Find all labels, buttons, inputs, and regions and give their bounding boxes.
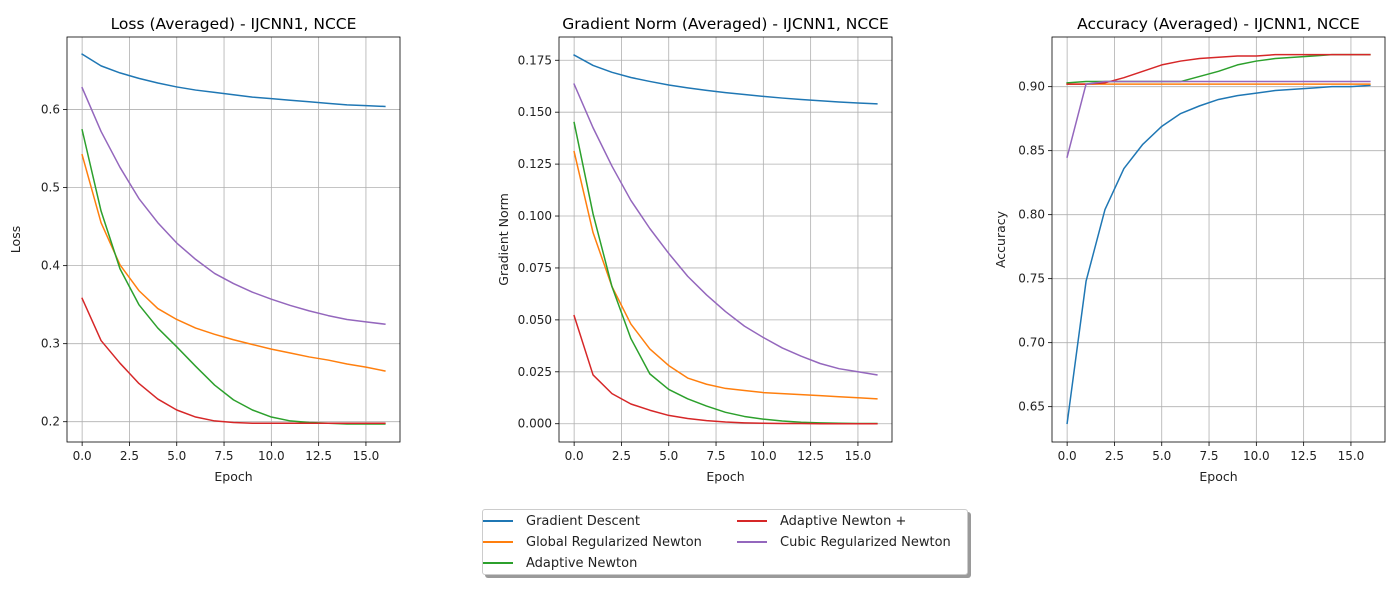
series-line-adaptive-newton: [1066, 53, 1371, 84]
x-tick-label: 2.5: [120, 449, 139, 463]
series-line-cubic-regularized-newton: [573, 83, 878, 376]
y-tick-label: 0.025: [518, 365, 552, 379]
series-line-cubic-regularized-newton: [81, 86, 386, 326]
y-tick-label: 0.80: [1018, 208, 1045, 222]
x-tick-label: 10.0: [258, 449, 285, 463]
y-tick-label: 0.75: [1018, 272, 1045, 286]
series-group: [573, 54, 878, 425]
series-line-adaptive-newton-plus: [81, 297, 386, 425]
x-axis-label: Epoch: [706, 469, 744, 484]
legend-label: Adaptive Newton +: [780, 513, 907, 529]
axes-frame: [558, 36, 893, 443]
x-tick-label: 10.0: [1243, 449, 1270, 463]
y-tick-label: 0.125: [518, 157, 552, 171]
x-tick-label: 0.0: [565, 449, 584, 463]
legend-label: Cubic Regularized Newton: [780, 534, 951, 550]
x-axis-label: Epoch: [1199, 469, 1237, 484]
series-group: [81, 53, 386, 425]
y-axis-label: Gradient Norm: [496, 193, 511, 285]
legend: Gradient Descent Global Regularized Newt…: [482, 509, 968, 575]
axes-frame: [1051, 36, 1386, 443]
legend-item-adaptive-newton: Adaptive Newton: [483, 553, 637, 573]
y-tick-label: 0.85: [1018, 144, 1045, 158]
legend-label: Gradient Descent: [526, 513, 640, 529]
series-line-adaptive-newton-plus: [573, 314, 878, 425]
series-line-cubic-regularized-newton: [1066, 80, 1371, 158]
x-tick-label: 15.0: [845, 449, 872, 463]
y-tick-label: 0.70: [1018, 336, 1045, 350]
legend-item-global-regularized-newton: Global Regularized Newton: [483, 532, 702, 552]
x-tick-label: 0.0: [73, 449, 92, 463]
x-tick-label: 12.5: [1290, 449, 1317, 463]
axes-frame: [66, 36, 401, 443]
chart-title: Gradient Norm (Averaged) - IJCNN1, NCCE: [562, 15, 889, 33]
x-tick-label: 12.5: [797, 449, 824, 463]
series-line-gradient-descent: [1066, 84, 1371, 425]
y-tick-label: 0.175: [518, 53, 552, 67]
legend-swatch: [483, 520, 513, 522]
series-line-global-regularized-newton: [81, 153, 386, 372]
legend-label: Adaptive Newton: [526, 555, 638, 571]
x-tick-label: 7.5: [1199, 449, 1218, 463]
legend-swatch: [737, 541, 767, 543]
y-tick-label: 0.100: [518, 209, 552, 223]
legend-item-cubic-regularized-newton: Cubic Regularized Newton: [737, 532, 951, 552]
y-tick-label: 0.150: [518, 105, 552, 119]
x-tick-label: 5.0: [1152, 449, 1171, 463]
x-tick-label: 2.5: [1105, 449, 1124, 463]
series-group: [1066, 53, 1371, 425]
series-line-adaptive-newton-plus: [1066, 53, 1371, 85]
legend-item-gradient-descent: Gradient Descent: [483, 511, 640, 531]
y-tick-label: 0.000: [518, 417, 552, 431]
y-axis-label: Accuracy: [993, 210, 1008, 268]
chart-title: Accuracy (Averaged) - IJCNN1, NCCE: [1077, 15, 1360, 33]
chart-loss: 0.0 2.5 5.0 7.5 10.0 12.5 15.0 0.2 0.3 0.4 0.5 0.6 L…: [8, 15, 401, 484]
y-tick-label: 0.050: [518, 313, 552, 327]
chart-gradient-norm: 0.0 2.5 5.0 7.5 10.0 12.5 15.0 0.000 0.025 0.050 0…: [496, 15, 893, 484]
y-axis-label: Loss: [8, 226, 23, 253]
x-tick-label: 5.0: [167, 449, 186, 463]
legend-swatch: [483, 541, 513, 543]
series-line-gradient-descent: [573, 54, 878, 105]
y-tick-label: 0.3: [41, 337, 60, 351]
x-tick-label: 15.0: [1338, 449, 1365, 463]
x-axis-label: Epoch: [214, 469, 252, 484]
y-tick-label: 0.5: [41, 181, 60, 195]
chart-title: Loss (Averaged) - IJCNN1, NCCE: [111, 15, 357, 33]
legend-swatch: [737, 520, 767, 522]
series-line-gradient-descent: [81, 53, 386, 108]
y-tick-label: 0.65: [1018, 400, 1045, 414]
x-tick-label: 12.5: [305, 449, 332, 463]
legend-label: Global Regularized Newton: [526, 534, 702, 550]
x-tick-label: 15.0: [353, 449, 380, 463]
x-tick-label: 7.5: [706, 449, 725, 463]
x-tick-label: 5.0: [659, 449, 678, 463]
series-line-global-regularized-newton: [573, 150, 878, 400]
x-tick-label: 7.5: [214, 449, 233, 463]
y-tick-label: 0.2: [41, 415, 60, 429]
legend-swatch: [483, 562, 513, 564]
y-tick-label: 0.90: [1018, 80, 1045, 94]
x-tick-label: 10.0: [750, 449, 777, 463]
chart-accuracy: 0.0 2.5 5.0 7.5 10.0 12.5 15.0 0.65 0.70 0.75 0.80…: [993, 15, 1386, 484]
y-tick-label: 0.6: [41, 103, 60, 117]
y-tick-label: 0.4: [41, 259, 60, 273]
series-line-adaptive-newton: [81, 128, 386, 425]
x-tick-label: 0.0: [1058, 449, 1077, 463]
x-tick-label: 2.5: [612, 449, 631, 463]
y-tick-label: 0.075: [518, 261, 552, 275]
series-line-adaptive-newton: [573, 121, 878, 425]
legend-item-adaptive-newton-plus: Adaptive Newton +: [737, 511, 906, 531]
